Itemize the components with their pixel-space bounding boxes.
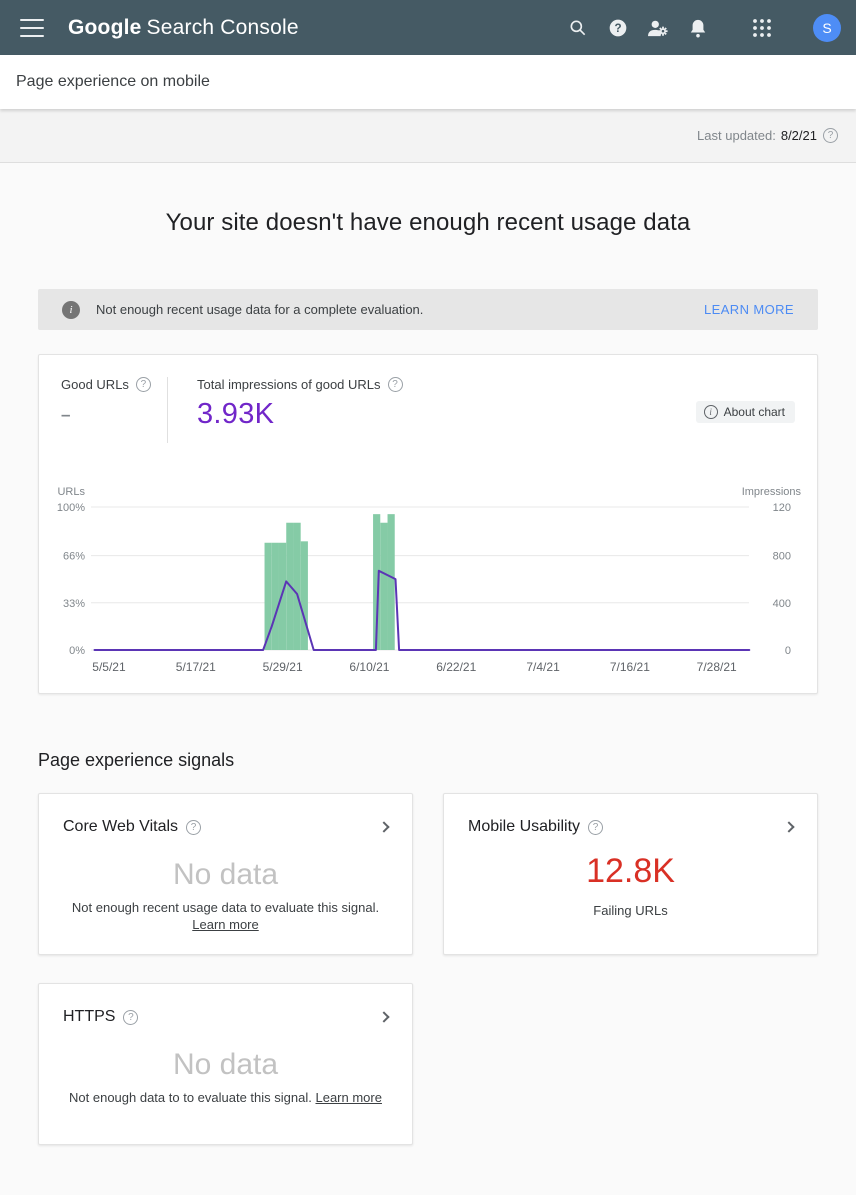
chart-header: Good URLs – Total impressions of good UR… <box>39 377 817 449</box>
menu-icon[interactable] <box>20 18 44 37</box>
svg-text:Impressions: Impressions <box>742 486 802 498</box>
core-web-vitals-learn-more-link[interactable]: Learn more <box>192 917 259 932</box>
about-chart-info-icon <box>703 405 718 419</box>
impressions-label: Total impressions of good URLs <box>197 377 381 392</box>
logo-google: Google <box>68 15 142 39</box>
https-help-icon[interactable] <box>123 1009 139 1025</box>
good-urls-value: – <box>61 405 71 424</box>
main-content: Your site doesn't have enough recent usa… <box>0 209 856 1195</box>
logo-product: Search Console <box>146 15 299 39</box>
about-chart-label: About chart <box>723 405 785 419</box>
notice-text: Not enough recent usage data for a compl… <box>96 302 424 317</box>
google-apps-grid-icon[interactable] <box>751 17 773 39</box>
help-icon[interactable]: ? <box>607 17 629 39</box>
last-updated-help-icon[interactable] <box>823 128 838 143</box>
chevron-right-icon[interactable] <box>378 1011 390 1023</box>
good-urls-help-icon[interactable] <box>135 377 151 392</box>
svg-text:5/5/21: 5/5/21 <box>92 660 126 674</box>
svg-text:6/22/21: 6/22/21 <box>436 660 476 674</box>
mobile-usability-help-icon[interactable] <box>588 819 604 835</box>
svg-text:?: ? <box>614 22 621 35</box>
breadcrumb-bar: Page experience on mobile <box>0 55 856 109</box>
https-title: HTTPS <box>63 1008 116 1025</box>
app-logo: Google Search Console <box>68 16 299 40</box>
mobile-usability-title: Mobile Usability <box>468 818 581 835</box>
manage-users-icon[interactable] <box>647 17 669 39</box>
svg-text:5/29/21: 5/29/21 <box>263 660 303 674</box>
signals-grid: Core Web Vitals No data Not enough recen… <box>38 793 818 1195</box>
last-updated-value: 8/2/21 <box>780 128 817 143</box>
page-headline: Your site doesn't have enough recent usa… <box>165 209 691 236</box>
impressions-help-icon[interactable] <box>387 377 403 392</box>
chevron-right-icon[interactable] <box>783 821 795 833</box>
svg-text:800: 800 <box>773 551 791 563</box>
https-card[interactable]: HTTPS No data Not enough data to to eval… <box>38 983 413 1145</box>
info-icon <box>62 300 80 319</box>
svg-text:6/10/21: 6/10/21 <box>349 660 389 674</box>
last-updated-label: Last updated: <box>697 128 776 143</box>
svg-text:7/16/21: 7/16/21 <box>610 660 650 674</box>
appbar-actions: ? <box>567 13 841 42</box>
svg-text:7/4/21: 7/4/21 <box>526 660 560 674</box>
svg-text:URLs: URLs <box>57 486 85 498</box>
chevron-right-icon[interactable] <box>378 821 390 833</box>
mobile-usability-caption: Failing URLs <box>593 903 668 918</box>
svg-text:0%: 0% <box>69 645 85 657</box>
https-desc-text: Not enough data to to evaluate this sign… <box>69 1090 312 1105</box>
svg-text:66%: 66% <box>63 551 85 563</box>
page-title: Page experience on mobile <box>16 73 210 90</box>
svg-text:0: 0 <box>785 645 791 657</box>
core-web-vitals-title: Core Web Vitals <box>63 818 179 835</box>
signals-section-heading: Page experience signals <box>38 750 235 770</box>
svg-text:5/17/21: 5/17/21 <box>176 660 216 674</box>
chart-card: Good URLs – Total impressions of good UR… <box>38 354 818 694</box>
mobile-usability-card[interactable]: Mobile Usability 12.8K Failing URLs <box>443 793 818 955</box>
core-web-vitals-card[interactable]: Core Web Vitals No data Not enough recen… <box>38 793 413 955</box>
metric-divider <box>167 377 168 443</box>
https-learn-more-link[interactable]: Learn more <box>315 1090 382 1105</box>
core-web-vitals-value: No data <box>172 858 279 891</box>
svg-text:120: 120 <box>773 502 791 514</box>
good-urls-label: Good URLs <box>61 377 129 392</box>
svg-text:7/28/21: 7/28/21 <box>697 660 737 674</box>
impressions-value: 3.93K <box>197 398 275 430</box>
svg-text:33%: 33% <box>63 598 85 610</box>
account-avatar[interactable]: S <box>813 13 841 42</box>
impressions-metric: Total impressions of good URLs 3.93K <box>197 377 403 449</box>
learn-more-button[interactable]: LEARN MORE <box>704 302 794 317</box>
notifications-bell-icon[interactable] <box>687 17 709 39</box>
https-value: No data <box>172 1048 279 1081</box>
core-web-vitals-help-icon[interactable] <box>186 819 202 835</box>
good-urls-metric: Good URLs – <box>61 377 167 449</box>
mobile-usability-value: 12.8K <box>586 852 675 890</box>
svg-text:400: 400 <box>773 598 791 610</box>
core-web-vitals-desc: Not enough recent usage data to evaluate… <box>63 899 388 933</box>
notice-bar: Not enough recent usage data for a compl… <box>38 289 818 330</box>
pe-chart-svg[interactable]: 100% 120 66% 800 33% 400 0% 0 URLs Impressions 5/5… <box>39 449 817 693</box>
svg-text:100%: 100% <box>57 502 85 514</box>
meta-band: Last updated: 8/2/21 <box>0 109 856 163</box>
core-web-vitals-desc-text: Not enough recent usage data to evaluate… <box>71 900 380 915</box>
about-chart-button[interactable]: About chart <box>695 401 795 423</box>
app-bar: Google Search Console ? <box>0 0 856 55</box>
https-desc: Not enough data to to evaluate this sign… <box>63 1089 388 1106</box>
search-icon[interactable] <box>567 17 589 39</box>
